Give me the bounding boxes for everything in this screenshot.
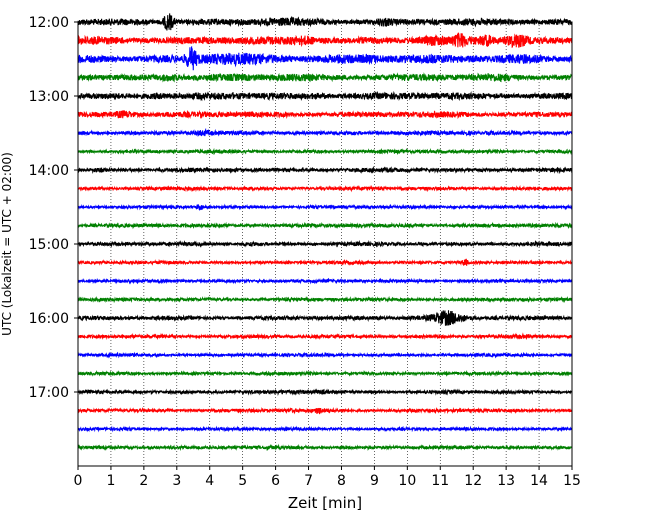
trace-1545 <box>77 295 573 304</box>
x-tick-label: 3 <box>172 473 181 489</box>
trace-1515 <box>77 258 573 267</box>
y-tick-label: 16:00 <box>29 311 69 327</box>
trace-1400 <box>77 165 573 175</box>
trace-1215 <box>77 32 573 48</box>
trace-1745 <box>77 443 573 452</box>
trace-1245 <box>77 72 573 83</box>
x-tick-label: 5 <box>238 473 247 489</box>
x-tick-label: 12 <box>464 473 482 489</box>
trace-1315 <box>77 109 573 120</box>
trace-1330 <box>77 127 573 137</box>
x-tick-label: 14 <box>530 473 548 489</box>
seismogram-traces <box>77 13 573 452</box>
y-tick-label: 13:00 <box>29 89 69 105</box>
trace-1645 <box>77 370 573 378</box>
x-tick-label: 8 <box>337 473 346 489</box>
y-tick-label: 14:00 <box>29 163 69 179</box>
x-axis-label: Zeit [min] <box>288 494 362 512</box>
trace-1600 <box>77 310 573 326</box>
x-tick-label: 7 <box>304 473 313 489</box>
trace-1345 <box>77 147 573 156</box>
trace-1500 <box>77 239 573 248</box>
trace-1730 <box>77 425 573 433</box>
trace-1415 <box>77 184 573 193</box>
trace-1300 <box>77 90 573 102</box>
y-tick-label: 17:00 <box>29 385 69 401</box>
trace-1715 <box>77 406 573 415</box>
x-tick-label: 10 <box>398 473 416 489</box>
x-tick-label: 4 <box>205 473 214 489</box>
trace-1615 <box>77 332 573 341</box>
trace-1430 <box>77 203 573 211</box>
x-tick-label: 15 <box>563 473 581 489</box>
y-axis-label: UTC (Lokalzeit = UTC + 02:00) <box>0 152 14 336</box>
trace-1700 <box>77 388 573 396</box>
trace-1230 <box>77 46 573 71</box>
y-axis-ticks: 12:00 13:00 14:00 15:00 16:00 17:00 <box>29 15 78 401</box>
x-tick-label: 9 <box>370 473 379 489</box>
x-tick-label: 13 <box>497 473 515 489</box>
trace-1200 <box>77 13 573 31</box>
x-axis-ticks: 0 1 2 3 4 5 6 7 8 9 10 11 12 13 14 15 <box>74 466 581 489</box>
x-tick-label: 1 <box>106 473 115 489</box>
x-tick-label: 2 <box>139 473 148 489</box>
x-tick-label: 6 <box>271 473 280 489</box>
trace-1630 <box>77 351 573 359</box>
x-tick-label: 0 <box>74 473 83 489</box>
y-tick-label: 12:00 <box>29 15 69 31</box>
x-tick-label: 11 <box>431 473 449 489</box>
y-tick-label: 15:00 <box>29 237 69 253</box>
trace-1445 <box>77 221 573 230</box>
trace-1530 <box>77 277 573 285</box>
